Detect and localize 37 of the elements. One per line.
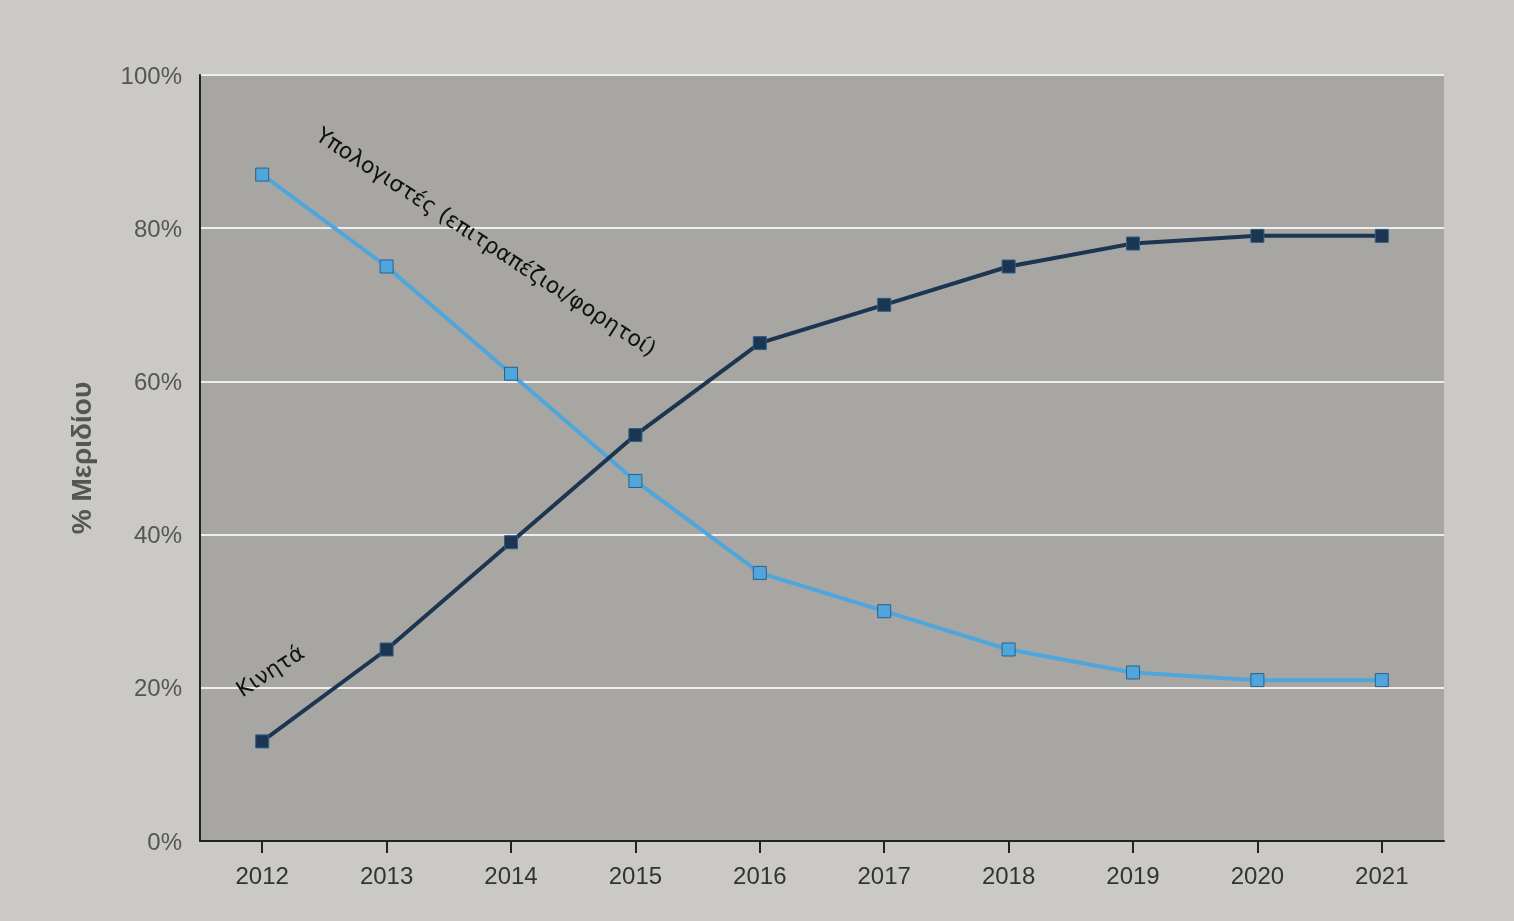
point	[1374, 228, 1389, 243]
point	[1001, 259, 1016, 274]
point	[1001, 642, 1016, 657]
point	[504, 535, 518, 550]
y-tick-label: 0%	[147, 827, 182, 855]
y-tick-label: 40%	[133, 521, 182, 549]
point	[752, 336, 767, 351]
point	[628, 428, 643, 443]
y-tick-label: 60%	[133, 367, 182, 395]
x-tick-label: 2018	[981, 861, 1036, 889]
x-tick-label: 2014	[484, 861, 538, 889]
point	[1250, 673, 1265, 688]
y-axis-title: % Μεριδίου	[65, 381, 97, 535]
point	[379, 642, 394, 657]
x-tick-label: 2012	[235, 861, 289, 889]
x-tick-label: 2021	[1355, 861, 1409, 889]
point	[1126, 236, 1140, 251]
point	[379, 259, 394, 274]
y-tick-label: 80%	[133, 214, 182, 242]
point	[504, 366, 518, 381]
x-tick-label: 2015	[608, 861, 663, 889]
x-tick-label: 2016	[733, 861, 787, 889]
y-tick-label: 20%	[133, 674, 182, 702]
point	[1126, 665, 1140, 680]
point	[1374, 673, 1389, 688]
y-tick-label: 100%	[120, 61, 182, 89]
point	[255, 167, 270, 182]
point	[628, 473, 643, 488]
point	[255, 734, 270, 749]
point	[877, 297, 892, 312]
x-tick-label: 2013	[359, 861, 414, 889]
x-tick-label: 2020	[1230, 861, 1285, 889]
point	[752, 565, 767, 580]
x-tick-label: 2017	[857, 861, 911, 889]
point	[877, 604, 892, 619]
point	[1250, 228, 1265, 243]
x-tick-label: 2019	[1106, 861, 1160, 889]
